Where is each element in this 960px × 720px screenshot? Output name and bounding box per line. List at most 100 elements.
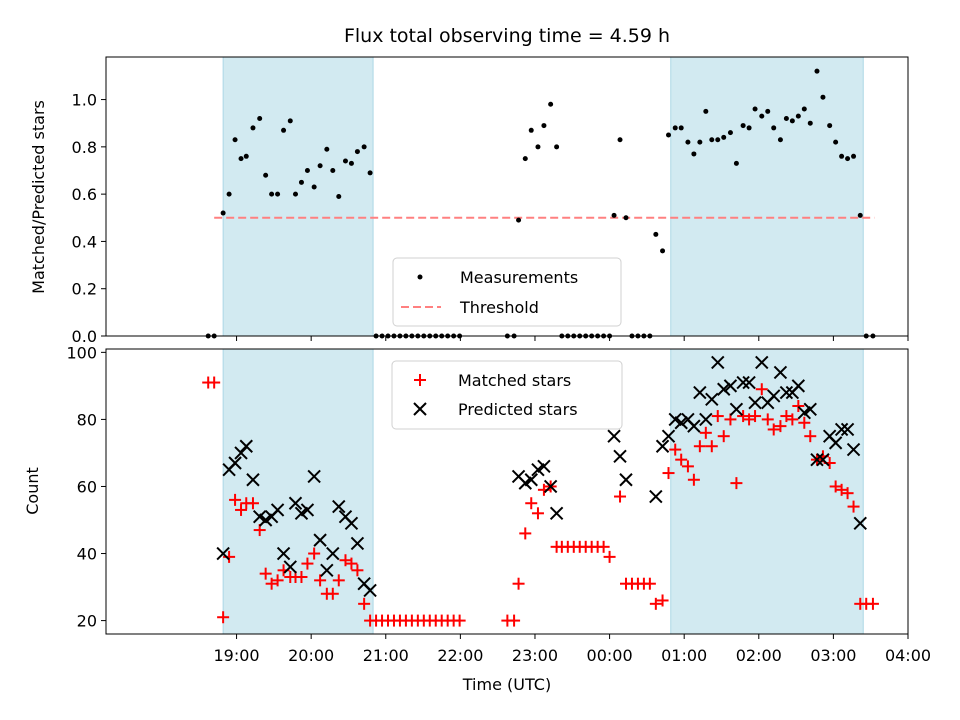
measurement-point <box>746 125 752 131</box>
matched-star-point <box>656 594 669 607</box>
top-y-tick-label: 0.4 <box>72 232 97 251</box>
bottom-y-ticks: 20 40 60 80 100 <box>66 343 106 631</box>
bottom-y-tick-label: 20 <box>77 612 97 631</box>
predicted-star-point <box>288 496 303 510</box>
top-y-tick-label: 1.0 <box>72 91 97 110</box>
measurement-point <box>703 108 709 114</box>
matched-star-point <box>841 487 854 500</box>
matched-star-point <box>253 524 266 537</box>
x-tick-label: 02:00 <box>736 646 782 665</box>
measurement-point <box>361 144 367 150</box>
measurement-point <box>220 210 226 216</box>
predicted-star-point <box>613 449 627 464</box>
matched-star-point <box>755 383 768 396</box>
x-tick-label: 23:00 <box>512 646 558 665</box>
measurement-point <box>795 113 801 119</box>
predicted-star-point <box>846 442 861 457</box>
bottom-y-tick-label: 60 <box>77 477 97 496</box>
matched-star-point <box>259 567 272 580</box>
legend-measurements-label: Measurements <box>460 268 578 287</box>
matched-star-point <box>235 503 248 516</box>
matched-star-point <box>308 547 321 560</box>
measurement-point <box>250 125 256 131</box>
measurement-point <box>752 106 758 112</box>
predicted-star-point <box>300 503 315 517</box>
measurement-point <box>771 125 777 131</box>
predicted-star-point <box>828 436 843 450</box>
measurement-point <box>789 118 795 124</box>
x-tick-label: 22:00 <box>437 646 483 665</box>
predicted-star-point <box>742 375 756 390</box>
matched-star-point <box>332 574 345 587</box>
measurement-point <box>269 191 275 197</box>
matched-star-point <box>603 550 616 563</box>
legend-matched-marker <box>414 374 426 386</box>
measurement-point <box>721 134 727 140</box>
top-axes-frame <box>105 56 909 337</box>
matched-stars-layer <box>202 376 879 627</box>
measurement-point <box>367 170 373 176</box>
matched-star-point <box>649 597 662 610</box>
measurement-point <box>243 153 249 159</box>
top-y-ticks: 0.0 0.2 0.4 0.6 0.8 1.0 <box>72 91 106 346</box>
measurement-point <box>348 160 354 166</box>
measurement-point <box>304 167 310 173</box>
predicted-star-point <box>705 392 719 407</box>
predicted-star-point <box>350 536 365 551</box>
top-y-tick-label: 0.6 <box>72 185 97 204</box>
measurement-point <box>292 191 298 197</box>
measurement-point <box>807 120 813 126</box>
measurement-point <box>298 179 304 185</box>
legend-predicted-marker <box>413 402 427 416</box>
predicted-star-point <box>717 382 731 396</box>
predicted-star-point <box>332 499 346 514</box>
top-panel: 0.0 0.2 0.4 0.6 0.8 1.0 Matched/Predicted sta… <box>29 56 909 346</box>
predicted-star-point <box>543 479 558 494</box>
matched-star-point <box>358 597 371 610</box>
predicted-star-point <box>810 452 824 467</box>
measurement-point <box>317 163 323 169</box>
matched-star-point <box>687 473 700 486</box>
bottom-shaded-region <box>222 348 374 635</box>
measurement-point <box>851 153 857 159</box>
measurement-point <box>765 108 771 114</box>
bottom-panel: 20 40 60 80 100 19:00 20:00 21:00 22:00 23:00 00:… <box>23 343 931 694</box>
measurement-point <box>354 149 360 155</box>
measurement-point <box>733 160 739 166</box>
predicted-star-point <box>234 446 248 460</box>
matched-star-point <box>295 571 308 583</box>
matched-star-point <box>705 440 718 453</box>
predicted-star-point <box>687 419 701 433</box>
bottom-y-tick-label: 100 <box>66 343 97 362</box>
predicted-star-point <box>748 395 762 410</box>
measurement-point <box>522 156 528 162</box>
legend-matched-label: Matched stars <box>458 371 571 390</box>
measurement-point <box>281 127 287 133</box>
measurement-point <box>516 217 522 223</box>
matched-star-point <box>597 540 610 553</box>
x-tick-label: 04:00 <box>885 646 931 665</box>
predicted-star-point <box>816 452 830 467</box>
predicted-star-point <box>674 416 688 430</box>
bottom-x-ticks: 19:00 20:00 21:00 22:00 23:00 00:00 01:00 02:00… <box>214 634 931 665</box>
measurement-point <box>324 146 330 152</box>
predicted-star-point <box>326 546 340 561</box>
matched-star-point <box>229 493 242 506</box>
matched-star-point <box>531 507 544 520</box>
predicted-star-point <box>307 469 321 484</box>
predicted-star-point <box>791 379 806 393</box>
predicted-star-point <box>619 473 633 487</box>
measurement-point <box>814 68 820 74</box>
predicted-star-point <box>228 456 242 470</box>
predicted-stars-layer <box>216 355 867 598</box>
predicted-star-point <box>779 385 794 400</box>
legend-threshold-label: Threshold <box>459 298 539 317</box>
predicted-star-point <box>693 385 707 400</box>
predicted-star-point <box>320 563 334 578</box>
matched-star-point <box>614 490 627 503</box>
measurement-point <box>653 231 659 237</box>
predicted-star-point <box>246 473 260 487</box>
measurement-point <box>845 156 851 162</box>
x-tick-label: 01:00 <box>661 646 707 665</box>
predicted-star-point <box>803 402 817 417</box>
